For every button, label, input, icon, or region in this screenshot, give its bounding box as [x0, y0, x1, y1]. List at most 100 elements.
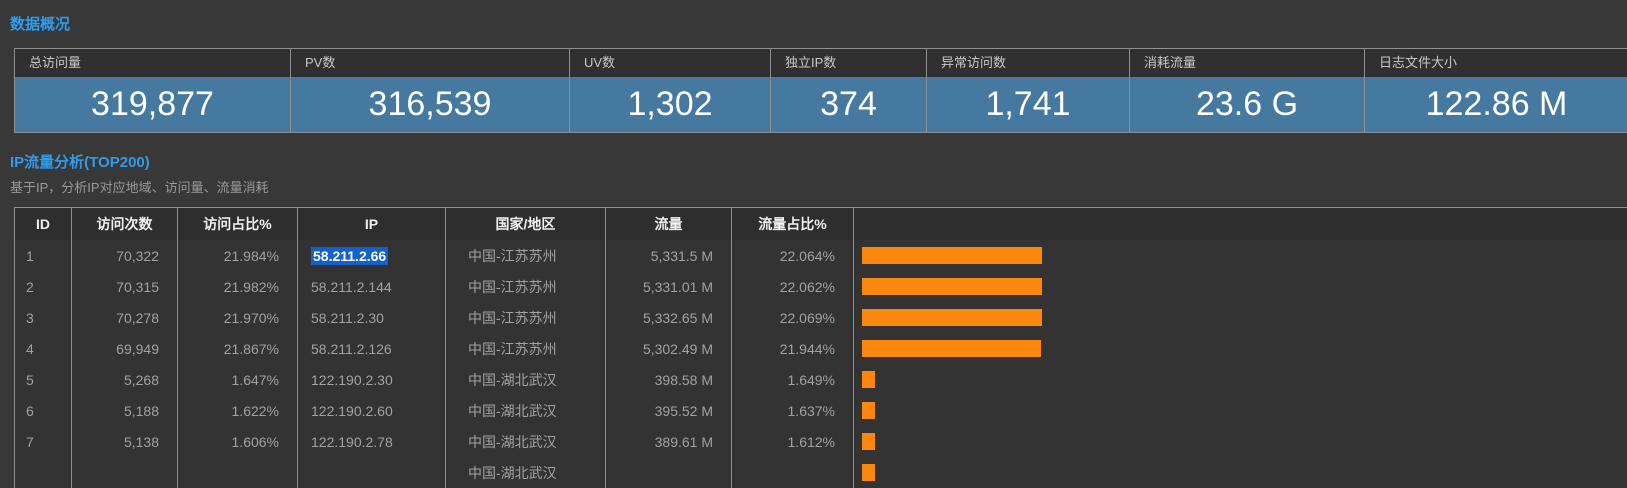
cell-visits: 5,268: [72, 364, 178, 395]
stat-card: 日志文件大小 122.86 M: [1365, 49, 1627, 132]
cell-region: 中国-江苏苏州: [446, 302, 606, 333]
cell-flow-pct: 21.944%: [732, 333, 854, 364]
ip-value: 58.211.2.126: [311, 341, 392, 357]
cell-id: 1: [15, 240, 72, 271]
cell-bar: [854, 271, 1627, 302]
cell-visits: 69,949: [72, 333, 178, 364]
cell-visits-pct: 1.606%: [178, 426, 298, 457]
cell-bar: [854, 302, 1627, 333]
stat-card: UV数 1,302: [570, 49, 771, 132]
flow-bar: [862, 309, 1042, 326]
table-row: 5 5,268 1.647% 122.190.2.30 中国-湖北武汉 398.…: [15, 364, 1627, 395]
cell-flow: 5,331.5 M: [606, 240, 732, 271]
cell-bar: [854, 333, 1627, 364]
cell-visits-pct: 1.622%: [178, 395, 298, 426]
cell-ip: 122.190.2.78: [298, 426, 446, 457]
stat-card-value: 1,302: [570, 77, 770, 132]
stat-card-value: 1,741: [927, 77, 1129, 132]
cell-flow-pct: 1.637%: [732, 395, 854, 426]
table-row: 2 70,315 21.982% 58.211.2.144 中国-江苏苏州 5,…: [15, 271, 1627, 302]
cell-visits-pct: 21.970%: [178, 302, 298, 333]
overview-cards: 总访问量 319,877 PV数 316,539 UV数 1,302 独立IP数…: [14, 48, 1627, 133]
stat-card-label: 总访问量: [15, 49, 290, 77]
ip-analysis-section-title: IP流量分析(TOP200): [0, 151, 1627, 172]
cell-id: 5: [15, 364, 72, 395]
stat-card-value: 122.86 M: [1365, 77, 1627, 132]
cell-region: 中国-湖北武汉: [446, 426, 606, 457]
selected-ip-text[interactable]: 58.211.2.66: [311, 247, 388, 265]
stat-card-label: UV数: [570, 49, 770, 77]
cell-flow-pct: [732, 457, 854, 488]
cell-ip: 58.211.2.126: [298, 333, 446, 364]
cell-flow-pct: 1.649%: [732, 364, 854, 395]
cell-visits-pct: 21.982%: [178, 271, 298, 302]
cell-bar: [854, 395, 1627, 426]
column-header-流量: 流量: [606, 208, 732, 241]
flow-bar: [862, 247, 1042, 264]
cell-visits-pct: [178, 457, 298, 488]
cell-region: 中国-江苏苏州: [446, 333, 606, 364]
cell-flow-pct: 22.069%: [732, 302, 854, 333]
ip-value: 122.190.2.30: [311, 372, 393, 388]
cell-flow: 5,331.01 M: [606, 271, 732, 302]
ip-value: 58.211.2.144: [311, 279, 392, 295]
cell-flow-pct: 22.062%: [732, 271, 854, 302]
cell-ip: [298, 457, 446, 488]
column-header-国家/地区: 国家/地区: [446, 208, 606, 241]
cell-ip: 122.190.2.30: [298, 364, 446, 395]
table-body: 1 70,322 21.984% 58.211.2.66 中国-江苏苏州 5,3…: [15, 240, 1627, 488]
table-row: 4 69,949 21.867% 58.211.2.126 中国-江苏苏州 5,…: [15, 333, 1627, 364]
column-header-访问次数: 访问次数: [72, 208, 178, 241]
stat-card: 独立IP数 374: [771, 49, 927, 132]
stat-card: PV数 316,539: [291, 49, 570, 132]
cell-id: [15, 457, 72, 488]
cell-visits: 70,315: [72, 271, 178, 302]
cell-visits: 70,278: [72, 302, 178, 333]
cell-id: 7: [15, 426, 72, 457]
cell-flow: [606, 457, 732, 488]
cell-visits-pct: 21.984%: [178, 240, 298, 271]
cell-visits: [72, 457, 178, 488]
flow-bar: [862, 371, 875, 388]
stat-card: 总访问量 319,877: [15, 49, 291, 132]
table-row: 1 70,322 21.984% 58.211.2.66 中国-江苏苏州 5,3…: [15, 240, 1627, 271]
cell-id: 3: [15, 302, 72, 333]
cell-bar: [854, 364, 1627, 395]
cell-ip: 58.211.2.66: [298, 240, 446, 271]
cell-flow-pct: 22.064%: [732, 240, 854, 271]
table-row: 7 5,138 1.606% 122.190.2.78 中国-湖北武汉 389.…: [15, 426, 1627, 457]
ip-value: 122.190.2.60: [311, 403, 393, 419]
cell-id: 6: [15, 395, 72, 426]
cell-flow: 398.58 M: [606, 364, 732, 395]
stat-card-label: 独立IP数: [771, 49, 926, 77]
stat-card: 消耗流量 23.6 G: [1130, 49, 1365, 132]
cell-id: 2: [15, 271, 72, 302]
stat-card-label: PV数: [291, 49, 569, 77]
stat-card-label: 消耗流量: [1130, 49, 1364, 77]
cell-visits: 5,138: [72, 426, 178, 457]
column-header-ID: ID: [15, 208, 72, 241]
cell-ip: 58.211.2.144: [298, 271, 446, 302]
table-row: 3 70,278 21.970% 58.211.2.30 中国-江苏苏州 5,3…: [15, 302, 1627, 333]
stat-card: 异常访问数 1,741: [927, 49, 1130, 132]
cell-visits: 5,188: [72, 395, 178, 426]
flow-bar: [862, 464, 875, 481]
stat-card-value: 23.6 G: [1130, 77, 1364, 132]
cell-ip: 122.190.2.60: [298, 395, 446, 426]
column-header-流量占比%: 流量占比%: [732, 208, 854, 241]
cell-region: 中国-湖北武汉: [446, 457, 606, 488]
cell-region: 中国-江苏苏州: [446, 271, 606, 302]
ip-value: 58.211.2.30: [311, 310, 384, 326]
table-row: 6 5,188 1.622% 122.190.2.60 中国-湖北武汉 395.…: [15, 395, 1627, 426]
cell-id: 4: [15, 333, 72, 364]
cell-visits-pct: 1.647%: [178, 364, 298, 395]
cell-flow: 5,332.65 M: [606, 302, 732, 333]
table-row: 中国-湖北武汉: [15, 457, 1627, 488]
cell-bar: [854, 457, 1627, 488]
flow-bar: [862, 278, 1042, 295]
cell-region: 中国-湖北武汉: [446, 395, 606, 426]
cell-flow: 5,302.49 M: [606, 333, 732, 364]
